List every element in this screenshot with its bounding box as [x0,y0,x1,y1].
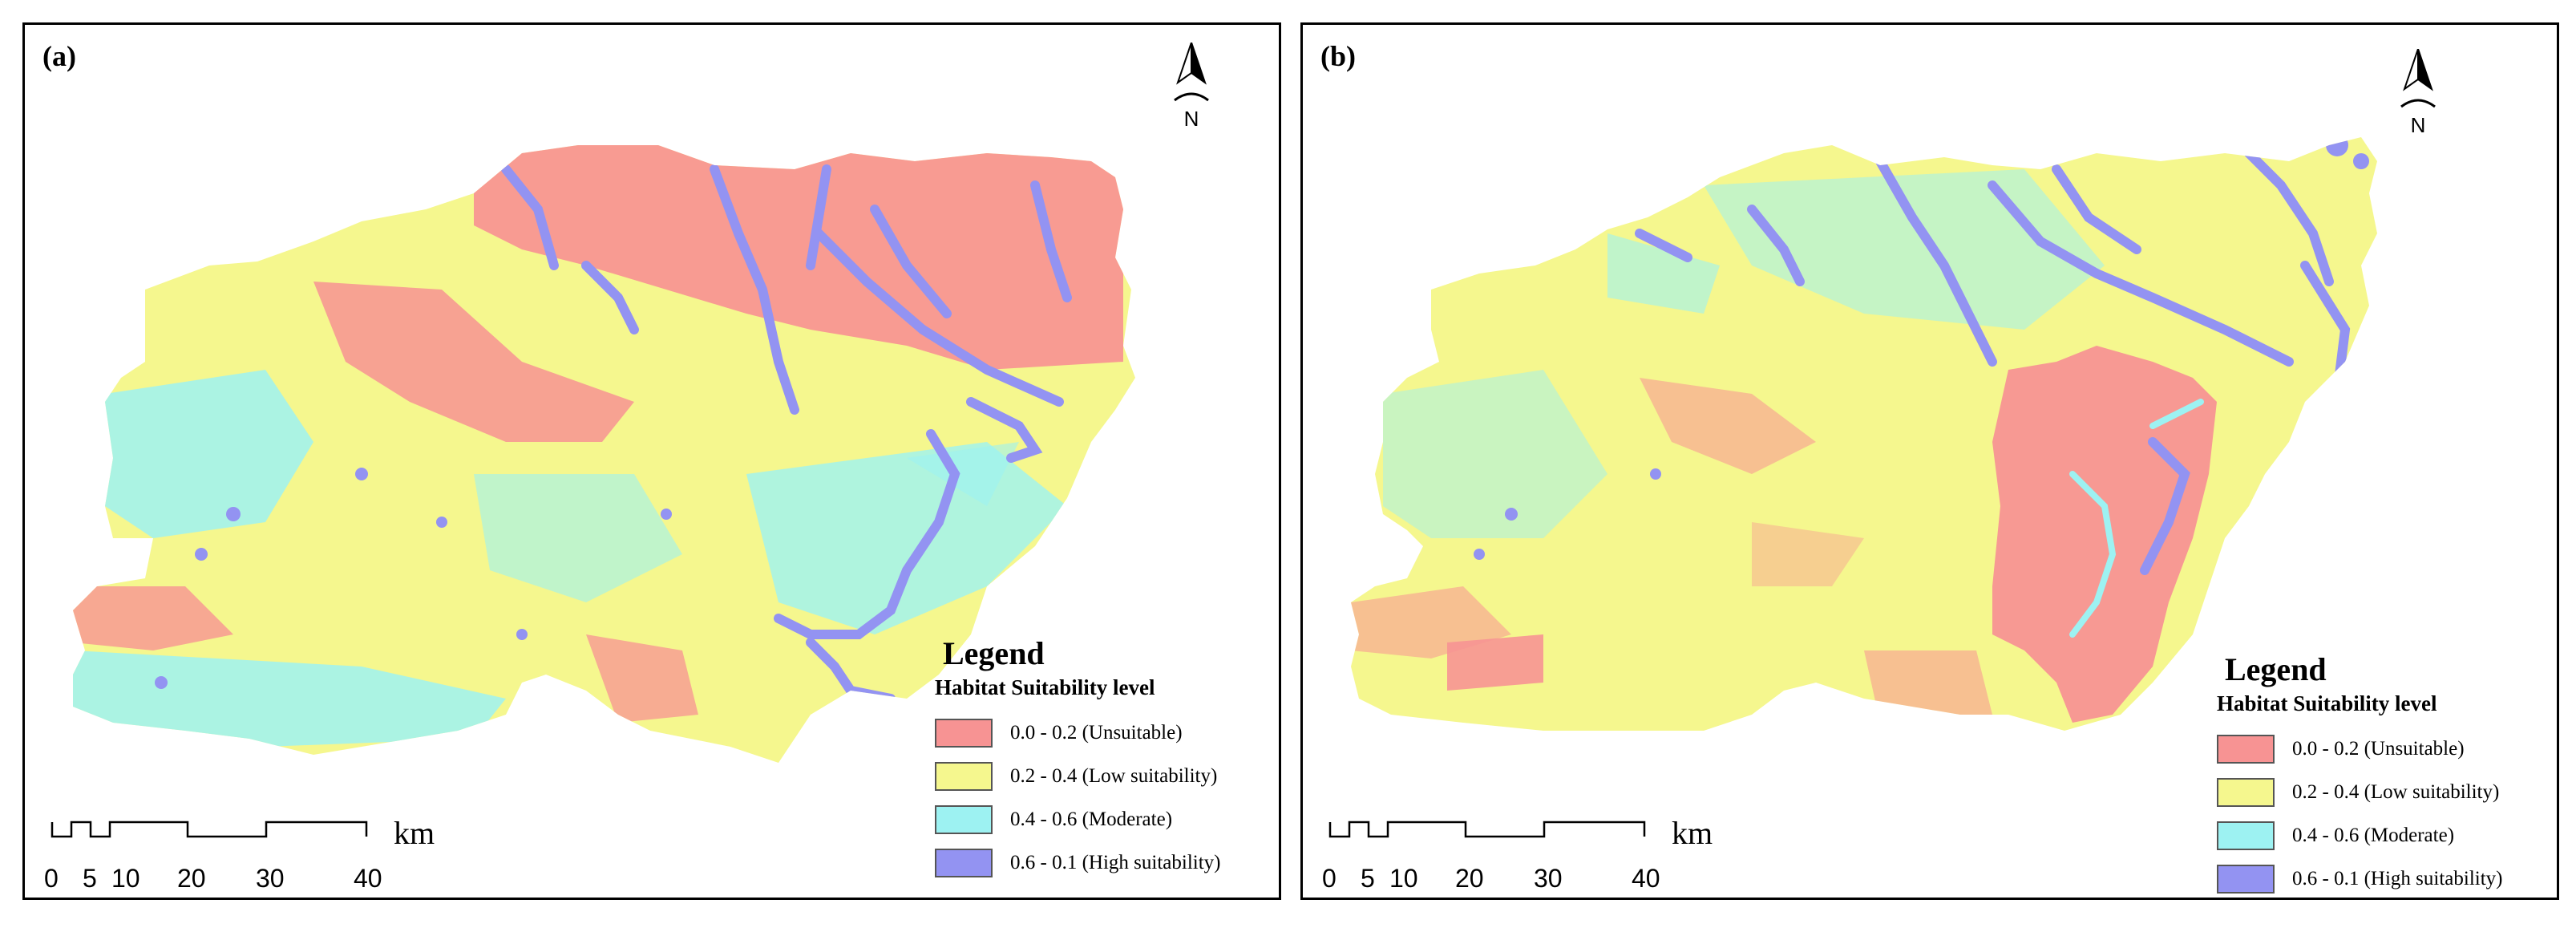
habitat-suitability-map [1351,137,2377,731]
scale-tick: 0 [1322,864,1337,893]
scale-tick: 5 [83,864,97,893]
legend-title: Legend [2225,651,2327,687]
scale-tick: 20 [177,864,206,893]
legend-item: 0.2 - 0.4 (Low suitability) [935,755,1272,798]
legend-item: 0.6 - 0.1 (High suitability) [2217,857,2554,898]
map-panel-b: (b) [1300,22,2559,900]
north-label: N [2411,113,2426,137]
legend-items: 0.0 - 0.2 (Unsuitable) 0.2 - 0.4 (Low su… [2217,727,2554,898]
north-label: N [1184,107,1199,131]
scale-tick: 40 [354,864,382,893]
legend-subtitle: Habitat Suitability level [935,675,1155,699]
scale-tick: 20 [1455,864,1484,893]
scale-tick: 30 [1534,864,1563,893]
legend-swatch [2217,778,2275,807]
scale-tick: 10 [1389,864,1418,893]
legend-item-label: 0.4 - 0.6 (Moderate) [2292,825,2455,846]
scale-bar: km 0 5 10 20 30 40 [44,815,498,898]
panel-label: (a) [42,40,76,72]
legend-swatch [2217,821,2275,850]
legend-item-label: 0.4 - 0.6 (Moderate) [1010,808,1173,830]
legend-swatch [2217,735,2275,764]
legend-item: 0.4 - 0.6 (Moderate) [935,798,1272,841]
scale-unit: km [394,815,435,851]
legend-item: 0.6 - 0.1 (High suitability) [935,841,1272,885]
legend: Legend Habitat Suitability level 0.0 - 0… [2217,650,2554,898]
legend-item-label: 0.6 - 0.1 (High suitability) [2292,868,2503,890]
legend-item: 0.4 - 0.6 (Moderate) [2217,814,2554,857]
legend-item-label: 0.2 - 0.4 (Low suitability) [2292,781,2500,803]
north-arrow-icon: N [1174,43,1209,131]
scale-bar-graphic [1328,821,1646,838]
map-panel-a: (a) [22,22,1281,900]
legend-item: 0.0 - 0.2 (Unsuitable) [2217,727,2554,771]
legend-item: 0.2 - 0.4 (Low suitability) [2217,771,2554,814]
habitat-suitability-map [73,145,1135,763]
scale-tick: 10 [111,864,140,893]
north-arrow-icon: N [2400,49,2436,137]
legend-item: 0.0 - 0.2 (Unsuitable) [935,711,1272,755]
legend-item-label: 0.0 - 0.2 (Unsuitable) [1010,722,1183,744]
legend: Legend Habitat Suitability level 0.0 - 0… [935,634,1272,885]
scale-tick: 0 [44,864,59,893]
scale-bar: km 0 5 10 20 30 40 [1322,815,1776,898]
legend-item-label: 0.6 - 0.1 (High suitability) [1010,852,1221,873]
legend-swatch [935,805,993,834]
legend-items: 0.0 - 0.2 (Unsuitable) 0.2 - 0.4 (Low su… [935,711,1272,885]
legend-item-label: 0.0 - 0.2 (Unsuitable) [2292,738,2465,760]
legend-subtitle: Habitat Suitability level [2217,691,2437,715]
legend-title: Legend [943,635,1045,671]
scale-bar-graphic [51,821,368,838]
scale-tick: 40 [1632,864,1660,893]
scale-tick: 5 [1361,864,1375,893]
scale-tick: 30 [256,864,285,893]
legend-swatch [935,719,993,748]
legend-swatch [935,762,993,791]
legend-swatch [935,849,993,877]
panel-label: (b) [1320,40,1356,72]
legend-item-label: 0.2 - 0.4 (Low suitability) [1010,765,1218,787]
scale-unit: km [1672,815,1713,851]
legend-swatch [2217,865,2275,894]
